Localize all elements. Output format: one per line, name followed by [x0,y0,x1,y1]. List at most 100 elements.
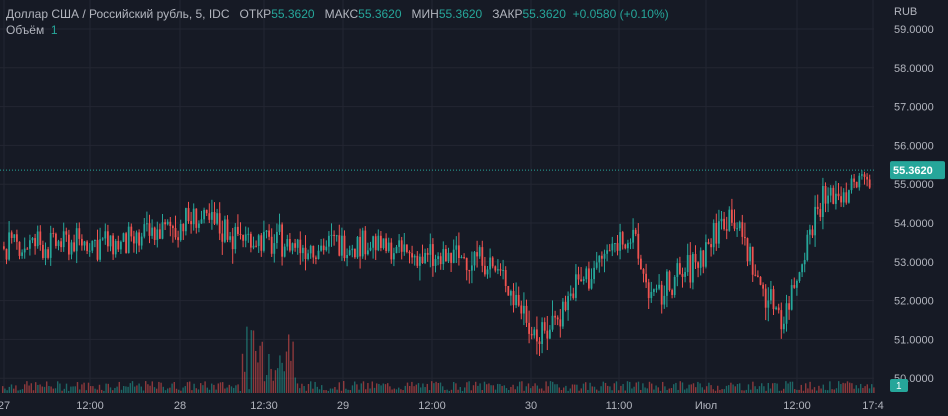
volume-bar [180,390,182,393]
candle-body [837,193,840,197]
volume-bar [789,381,791,393]
candle-body [101,238,104,240]
volume-bar [640,389,642,393]
volume-bar [571,384,574,393]
volume-bar [503,385,505,393]
candle-body [762,284,764,289]
volume-bar [591,386,593,393]
volume-bar [743,390,745,393]
candle-body [153,227,156,240]
volume-bar [710,385,712,393]
candle-body [99,239,101,260]
volume-bar [589,382,591,393]
volume-bar [109,387,112,393]
candle-body [564,301,567,311]
candle-body [104,231,107,239]
x-tick-label: 11:00 [606,400,633,412]
candle-body [86,241,88,251]
volume-bar [145,381,147,393]
open-label: ОТКР [239,7,272,21]
x-tick-label: Июл [695,400,717,412]
volume-bar [483,381,486,393]
candle-body [525,305,528,323]
volume-bar [354,381,356,393]
last-price-label: 55.3620 [893,165,933,177]
candle-body [715,222,718,244]
candle-body [242,234,244,241]
volume-bar [411,381,413,393]
volume-bar [813,387,816,393]
volume-bar [549,381,552,393]
candle-body [75,228,78,252]
candle-body [471,265,473,271]
candle-body [686,255,689,273]
volume-bar [578,390,580,393]
volume-bar [481,390,483,393]
candle-body [671,290,673,295]
y-tick-label: 51.0000 [894,334,934,346]
candle-body [484,265,486,275]
volume-bar [798,389,800,393]
candle-body [491,257,494,267]
volume-bar [508,390,510,393]
volume-bar [92,386,94,393]
candle-body [325,246,328,251]
candle-body [746,238,749,262]
candle-body [413,255,416,258]
volume-bar [569,388,571,393]
volume-bar [466,382,468,393]
volume-bar [593,386,596,393]
volume-bar [321,385,323,393]
volume-bar [395,389,398,393]
volume-bar [450,389,453,393]
volume-bar [468,381,470,393]
candle-body [88,250,91,252]
candle-body [572,293,575,298]
candle-body [356,236,359,258]
volume-bar [574,384,576,393]
candle-body [117,240,120,250]
volume-bar [624,390,626,393]
volume-bar [323,390,325,393]
volume-bar [329,388,332,393]
candle-body [263,231,265,251]
candle-body [192,208,195,225]
candle-body [767,300,770,308]
candle-body [595,262,598,268]
volume-bar [426,383,428,393]
candle-body [281,224,283,257]
candle-body [385,238,387,251]
volume-bar [116,386,118,393]
candle-body [861,174,863,176]
volume-bar [758,386,761,393]
volume-bar [123,386,125,393]
volume-bar [151,381,153,393]
volume-bar [197,389,200,393]
candle-body [606,250,608,254]
volume-bar [259,345,261,393]
candle-body [575,274,577,298]
volume-bar [129,383,131,393]
volume-bar [642,383,644,393]
candle-body [772,289,775,310]
candle-body [60,241,62,248]
volume-bar [246,326,248,393]
volume-bar [437,383,439,393]
candle-body [237,226,239,235]
volume-bar [156,388,158,393]
candle-body [673,276,676,295]
volume-bar [494,389,497,393]
volume-bar [299,388,301,393]
candle-body [114,240,117,255]
symbol-title[interactable]: Доллар США / Российский рубль, 5, IDC [6,7,230,21]
candle-body [424,252,426,264]
volume-bar [41,386,43,393]
volume-bar [217,383,219,393]
volume-bar [525,386,527,393]
candle-body [107,231,109,247]
volume-bar [373,387,376,393]
volume-bar [195,388,197,393]
candle-body [452,249,455,263]
